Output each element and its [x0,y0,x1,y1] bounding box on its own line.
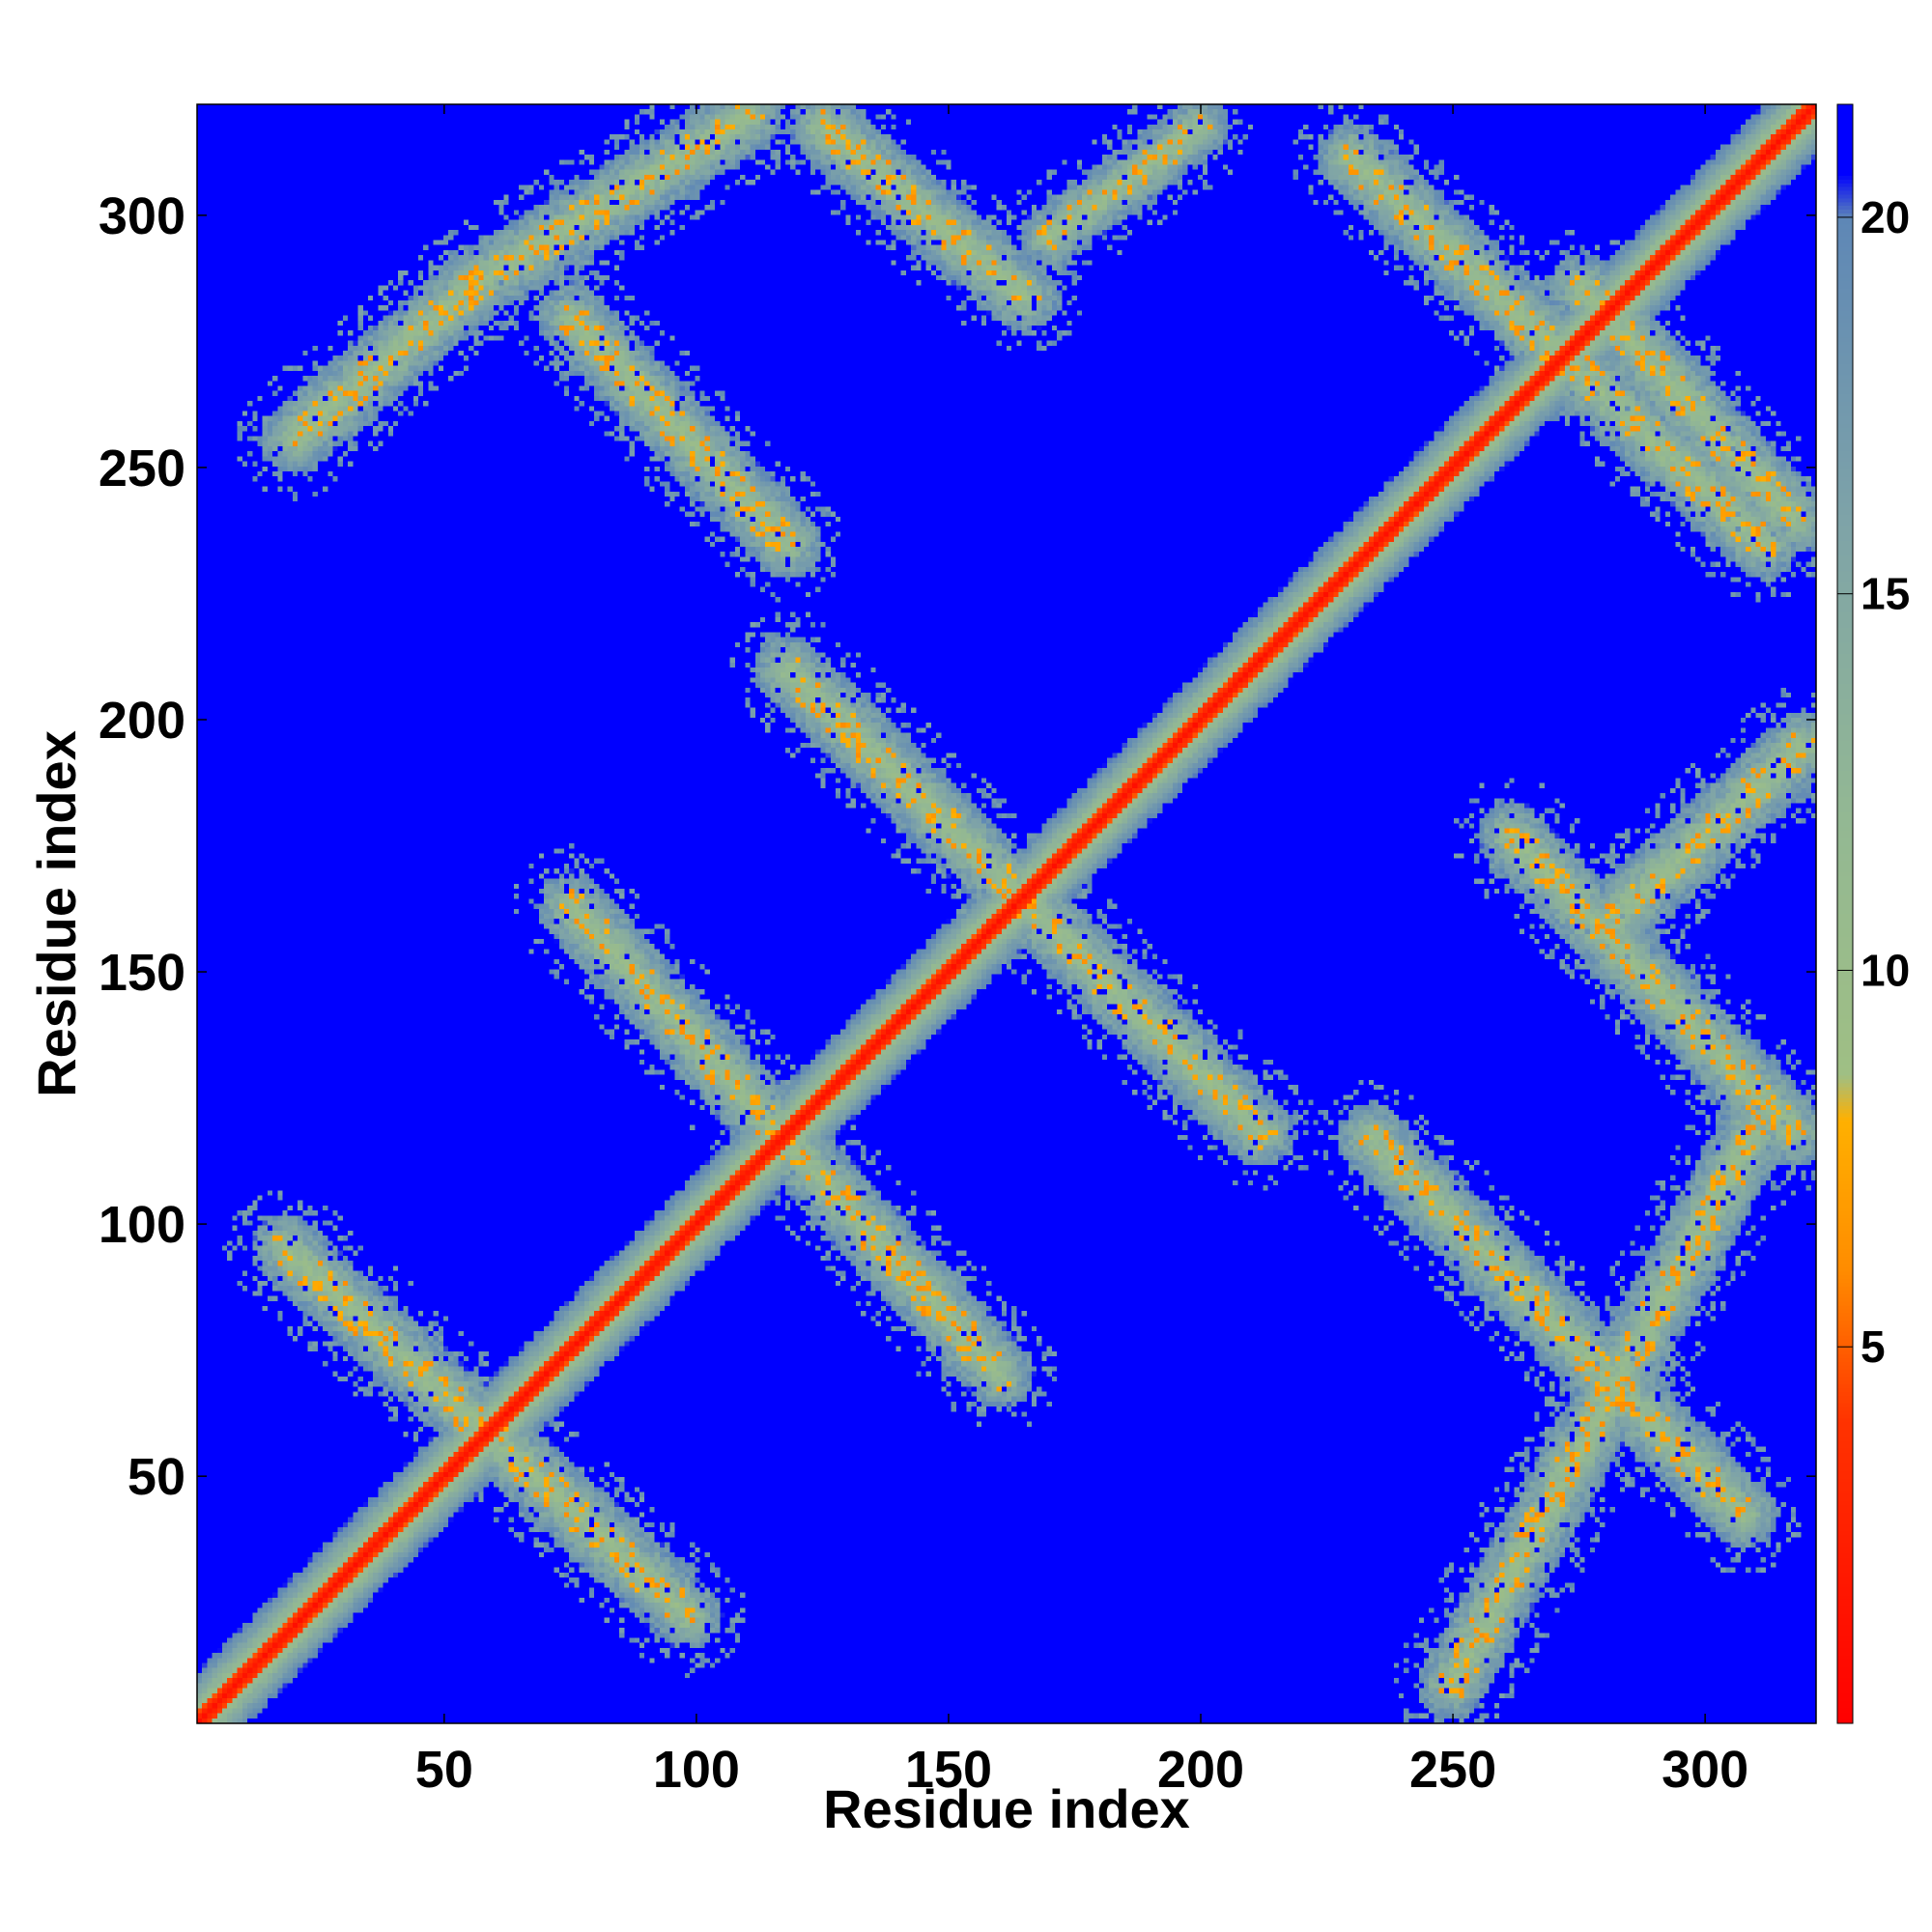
colorbar-ticks: 5 10 15 20 [1837,192,1910,1372]
x-tick-label: 100 [653,1741,740,1799]
y-axis-ticks: 50 100 150 200 250 300 [99,187,1816,1506]
y-tick-label: 150 [99,944,185,1002]
x-axis-ticks: 50 100 150 200 250 300 [415,104,1748,1799]
x-axis-title: Residue index [823,1778,1190,1839]
x-tick-label: 50 [415,1741,473,1799]
colorbar-frame [1836,103,1854,1724]
x-tick-label: 200 [1157,1741,1244,1799]
y-axis-title: Residue index [26,730,87,1097]
y-tick-label: 250 [99,440,185,497]
colorbar-tick-label: 5 [1861,1321,1886,1372]
heatmap [197,104,1816,1723]
colorbar-tick-label: 10 [1861,945,1910,995]
x-tick-label: 150 [905,1741,992,1799]
y-tick-label: 300 [99,187,185,245]
colorbar [1837,104,1853,1723]
y-tick-label: 50 [128,1448,185,1506]
colorbar-tick-label: 20 [1861,192,1910,242]
y-tick-label: 100 [99,1196,185,1254]
x-tick-label: 300 [1662,1741,1748,1799]
colorbar-tick-label: 15 [1861,569,1910,619]
x-tick-label: 250 [1409,1741,1496,1799]
y-tick-label: 200 [99,692,185,750]
plot-frame [196,103,1817,1724]
